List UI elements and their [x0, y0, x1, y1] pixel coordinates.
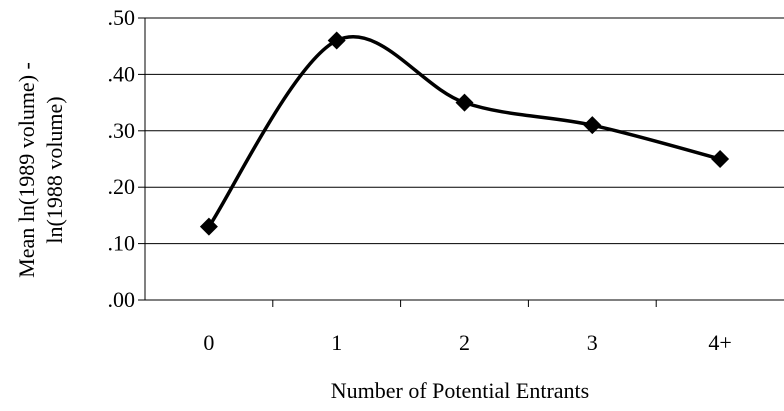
data-point-marker-1: [327, 31, 346, 50]
data-point-marker-4plus: [711, 150, 730, 168]
x-tick-label: 4+: [708, 330, 731, 355]
gridlines: [145, 17, 784, 245]
y-axis-title-line-2: ln(1988 volume): [42, 96, 67, 243]
data-point-marker-0: [199, 217, 218, 236]
y-tick-label: .50: [108, 5, 136, 30]
y-axis-title-line-1: Mean ln(1989 volume) -: [14, 62, 39, 278]
y-tick-labels: .00 .10 .20 .30 .40 .50: [108, 5, 136, 312]
x-axis-title: Number of Potential Entrants: [331, 378, 589, 403]
series-layer: [199, 31, 730, 236]
y-tick-label: .20: [108, 174, 136, 199]
series-line-0: [207, 35, 722, 229]
data-point-marker-3: [583, 116, 602, 135]
axis-titles: Number of Potential Entrants Mean ln(198…: [14, 62, 589, 403]
y-tick-label: .30: [108, 118, 136, 143]
y-tick-label: .40: [108, 61, 136, 86]
y-tick-label: .10: [108, 231, 136, 256]
axes: [138, 17, 784, 307]
x-tick-label: 2: [459, 330, 470, 355]
x-tick-label: 3: [587, 330, 598, 355]
x-tick-labels: 0 1 2 3 4+: [203, 330, 731, 355]
x-tick-label: 0: [203, 330, 214, 355]
y-tick-label: .00: [108, 287, 136, 312]
x-tick-label: 1: [331, 330, 342, 355]
data-point-marker-2: [455, 93, 474, 112]
